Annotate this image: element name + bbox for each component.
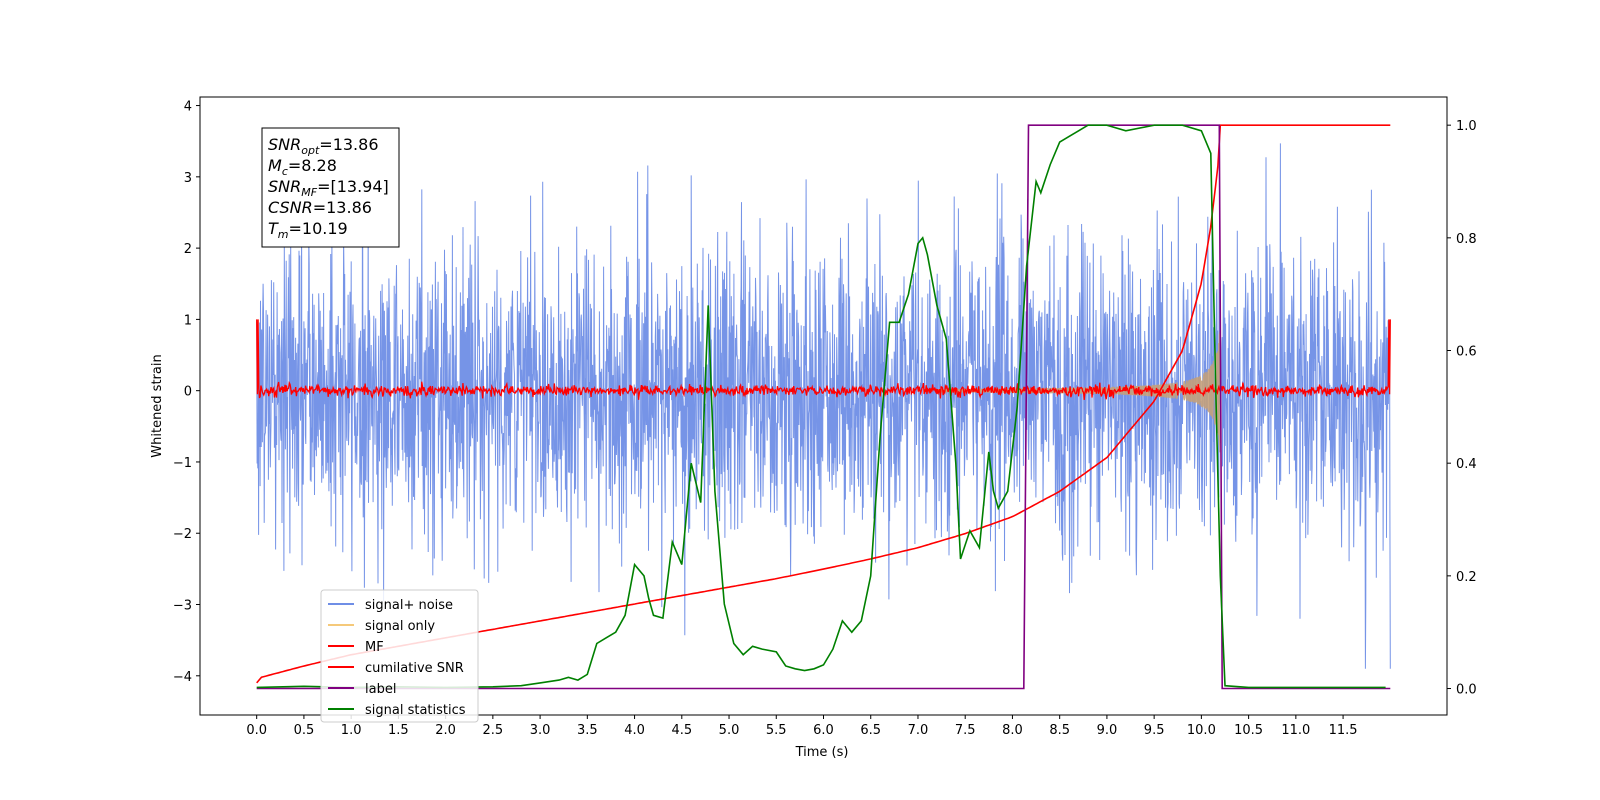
legend-label: MF (365, 640, 384, 655)
x-tick-label: 11.0 (1281, 723, 1310, 738)
x-tick-label: 11.5 (1329, 723, 1358, 738)
x-tick-label: 4.5 (671, 723, 692, 738)
info-box: SNRopt=13.86Mc=8.28SNRMF=[13.94]CSNR=13.… (261, 127, 400, 248)
y2-tick-label: 0.8 (1456, 232, 1477, 247)
legend: signal+ noise signal only MF cumilative SNR… (320, 589, 479, 723)
x-tick-label: 10.5 (1234, 723, 1263, 738)
x-tick-label: 0.0 (246, 723, 267, 738)
series-label (256, 124, 1391, 690)
series-signal-statistics (256, 124, 1386, 689)
x-tick-label: 6.0 (813, 723, 834, 738)
y-tick-label: −1 (173, 456, 192, 471)
info-line: SNRMF=[13.94] (268, 177, 389, 199)
legend-frame (320, 589, 479, 723)
x-tick-label: 2.0 (435, 723, 456, 738)
y-axis-title: Whitened strain (150, 354, 165, 457)
x-tick-label: 4.0 (624, 723, 645, 738)
x-tick-label: 0.5 (294, 723, 315, 738)
info-line: SNRopt=13.86 (268, 135, 379, 157)
info-line: Tm=10.19 (268, 219, 348, 241)
x-tick-label: 8.5 (1049, 723, 1070, 738)
legend-label: signal statistics (365, 703, 466, 718)
x-tick-label: 3.5 (577, 723, 598, 738)
legend-label: signal+ noise (365, 598, 453, 613)
info-line: CSNR=13.86 (268, 198, 372, 217)
legend-label: signal only (365, 619, 435, 634)
y2-tick-label: 0.4 (1456, 457, 1477, 472)
info-box-frame (261, 127, 400, 248)
y-tick-label: 1 (184, 313, 192, 328)
series-mf (256, 319, 1391, 400)
legend-label: label (365, 682, 396, 697)
y-tick-label: 3 (184, 171, 192, 186)
x-axis-title: Time (s) (795, 745, 849, 760)
x-tick-label: 7.0 (908, 723, 929, 738)
legend-label: cumilative SNR (365, 661, 464, 676)
y2-tick-label: 0.2 (1456, 570, 1477, 585)
series-signal-noise (256, 143, 1391, 669)
y-axis-right: 0.0 0.2 0.4 0.6 0.8 1.0 (1447, 119, 1477, 698)
y-tick-label: −3 (173, 599, 192, 614)
y2-tick-label: 0.0 (1456, 683, 1477, 698)
x-tick-label: 9.5 (1144, 723, 1165, 738)
x-tick-label: 3.0 (530, 723, 551, 738)
x-tick-label: 10.0 (1187, 723, 1216, 738)
x-tick-label: 1.5 (388, 723, 409, 738)
x-tick-label: 5.0 (719, 723, 740, 738)
x-tick-label: 6.5 (860, 723, 881, 738)
y-axis-left: −4 −3 −2 −1 0 1 2 3 4 (173, 100, 200, 685)
y2-tick-label: 0.6 (1456, 345, 1477, 360)
y-tick-label: 0 (184, 385, 192, 400)
y-tick-label: −2 (173, 527, 192, 542)
x-tick-label: 7.5 (955, 723, 976, 738)
x-tick-label: 5.5 (766, 723, 787, 738)
info-line: Mc=8.28 (268, 156, 337, 178)
y-tick-label: 2 (184, 242, 192, 257)
x-tick-label: 1.0 (341, 723, 362, 738)
x-tick-label: 8.0 (1002, 723, 1023, 738)
y-tick-label: −4 (173, 670, 192, 685)
x-axis: 0.0 0.5 1.0 1.5 2.0 2.5 3.0 3.5 4.0 4.5 5.0 5.5 6.0 6… (246, 715, 1358, 738)
y-tick-label: 4 (184, 100, 192, 115)
x-tick-label: 2.5 (483, 723, 504, 738)
x-tick-label: 9.0 (1097, 723, 1118, 738)
y2-tick-label: 1.0 (1456, 119, 1477, 134)
